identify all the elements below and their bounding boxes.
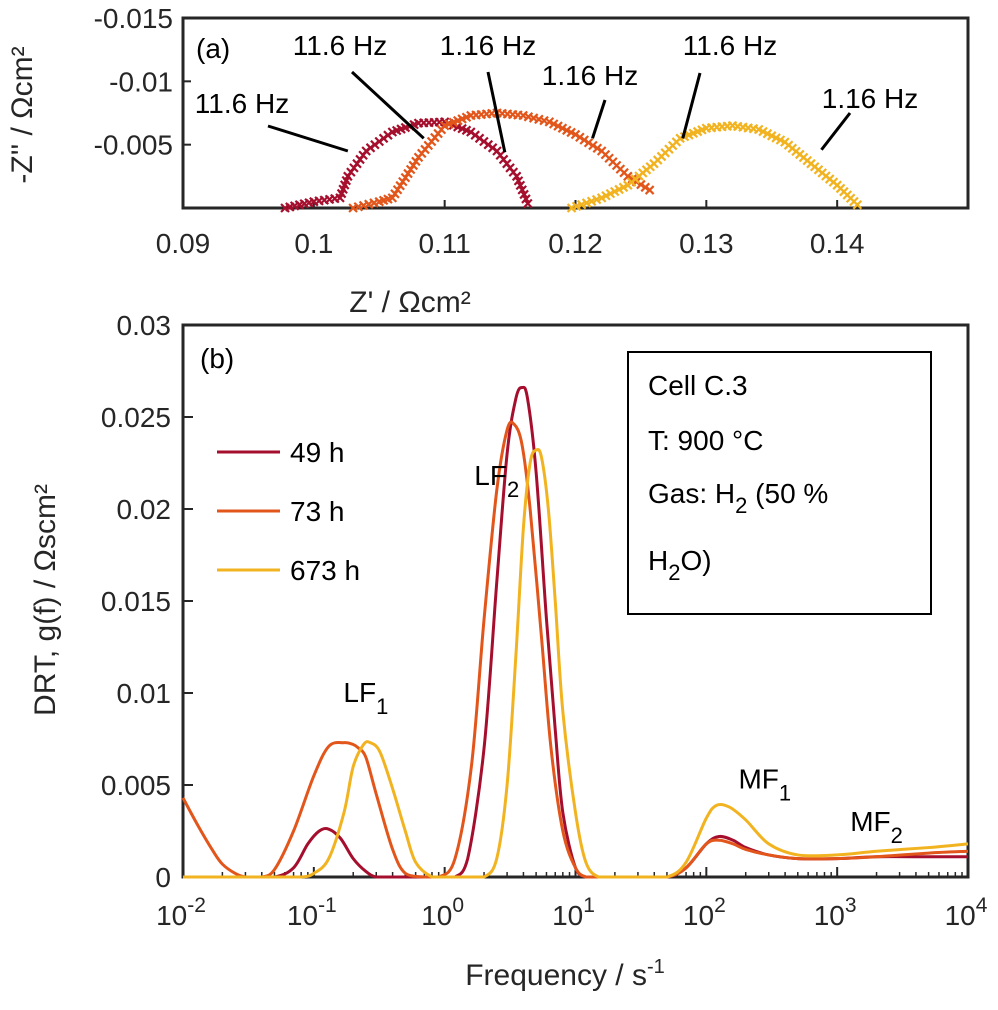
panel-a-marker: [523, 198, 533, 209]
panel-a-marker: [592, 143, 603, 154]
panel-a-annotation-label: 1.16 Hz: [822, 83, 919, 114]
panel-a-x-tick-label: 0.13: [679, 228, 734, 259]
panel-a-y-tick-label: -0.01: [109, 66, 173, 97]
panel-b-y-tick-label: 0.015: [101, 586, 171, 617]
panel-b-series: [181, 385, 969, 879]
panel-b-peak-label: LF1: [343, 677, 388, 719]
panel-a-marker: [623, 171, 633, 182]
panel-a-marker: [579, 135, 589, 145]
panel-b-x-axis-label: Frequency / s-1: [465, 956, 665, 992]
panel-a-marker: [627, 174, 637, 184]
panel-a-annotation-leader: [681, 72, 702, 139]
legend-label-673h: 673 h: [290, 555, 360, 586]
panel-a-marker: [575, 132, 585, 143]
panel-b-x-ticks: 10-2 10-1 100 101 102 103 104: [156, 867, 988, 931]
panel-b-series-2-line: [182, 447, 969, 879]
info-box-border: [627, 351, 932, 615]
panel-a-series-2: [566, 120, 863, 213]
panel-b-y-tick-label: 0.03: [117, 310, 172, 341]
panel-b-x-tick-label: 104: [945, 894, 988, 931]
info-box-cell: Cell C.3: [648, 370, 748, 401]
panel-a-x-tick-label: 0.12: [548, 228, 603, 259]
panel-a-x-tick-label: 0.09: [156, 228, 211, 259]
panel-b-x-tick-label: 10-2: [156, 894, 206, 931]
panel-a-annotation-leader: [591, 99, 607, 139]
panel-a-y-axis-label: -Z'' / Ωcm²: [6, 46, 39, 183]
panel-b: 0 0.005 0.01 0.015 0.02 0.025 0.03 10-2 10-1 100…: [29, 310, 988, 992]
panel-a-annotation-leader: [350, 70, 425, 140]
panel-a-annotation-label: 11.6 Hz: [195, 88, 289, 119]
panel-a-marker: [640, 182, 651, 193]
panel-b-peak-label: MF2: [850, 806, 903, 848]
panel-b-y-tick-label: 0: [155, 862, 171, 893]
panel-b-x-tick-label: 102: [683, 894, 726, 931]
panel-a-series: [280, 108, 863, 213]
panel-a-label: (a): [196, 33, 230, 64]
panel-a-marker: [570, 129, 581, 140]
panel-a-annotation-leader: [486, 71, 507, 153]
panel-a: -0.015 -0.01 -0.005 0.09 0.1 0.11 0.12 0.13 0.1…: [6, 3, 970, 319]
panel-a-y-tick-label: -0.015: [94, 3, 173, 34]
panel-a-x-axis-label: Z' / Ωcm²: [349, 286, 470, 319]
panel-b-series-1-line: [181, 420, 969, 879]
panel-a-y-ticks: -0.015 -0.01 -0.005: [94, 3, 191, 161]
panel-a-series-0: [280, 117, 533, 213]
panel-b-y-tick-label: 0.01: [117, 678, 172, 709]
panel-a-annotation-label: 1.16 Hz: [542, 60, 639, 91]
panel-a-annotation-label: 1.16 Hz: [440, 30, 537, 61]
info-box-temperature: T: 900 °C: [648, 425, 763, 456]
panel-b-y-tick-label: 0.025: [101, 402, 171, 433]
panel-b-peak-label: MF1: [738, 764, 791, 806]
panel-a-annotation-leader: [820, 112, 852, 151]
info-box: Cell C.3 T: 900 °C Gas: H2 (50 % H2O): [627, 351, 932, 615]
panel-b-label: (b): [200, 343, 234, 374]
panel-b-x-tick-label: 101: [552, 894, 595, 931]
panel-a-x-tick-label: 0.11: [418, 228, 470, 259]
panel-a-annotation-label: 11.6 Hz: [683, 30, 777, 61]
info-box-water: H2O): [648, 545, 712, 585]
panel-a-marker: [588, 140, 598, 151]
panel-b-y-ticks: 0 0.005 0.01 0.015 0.02 0.025 0.03: [101, 310, 193, 893]
panel-a-x-ticks: 0.09 0.1 0.11 0.12 0.13 0.14: [156, 200, 865, 259]
panel-a-annotation-leader: [267, 124, 349, 153]
legend-label-73h: 73 h: [290, 496, 345, 527]
panel-a-marker: [852, 199, 863, 210]
panel-a-y-tick-label: -0.005: [94, 130, 173, 161]
info-box-gas: Gas: H2 (50 %: [648, 478, 828, 518]
legend: 49 h 73 h 673 h: [217, 437, 360, 586]
panel-a-marker: [644, 185, 655, 195]
panel-a-marker: [583, 137, 594, 148]
panel-b-x-tick-label: 100: [421, 894, 464, 931]
panel-b-y-axis-label: DRT, g(f) / Ωscm²: [29, 484, 62, 716]
panel-b-annotations: LF2 LF1 MF1 MF2: [343, 460, 902, 848]
panel-a-annotation-label: 11.6 Hz: [293, 30, 387, 61]
panel-b-peak-label: LF2: [474, 460, 519, 502]
panel-b-x-tick-label: 103: [814, 894, 857, 931]
panel-b-y-tick-label: 0.005: [101, 770, 171, 801]
panel-a-series-1: [348, 108, 655, 213]
legend-label-49h: 49 h: [290, 437, 345, 468]
panel-a-x-tick-label: 0.14: [810, 228, 865, 259]
panel-b-y-tick-label: 0.02: [117, 494, 172, 525]
panel-b-x-tick-label: 10-1: [287, 894, 337, 931]
panel-a-x-tick-label: 0.1: [294, 228, 333, 259]
